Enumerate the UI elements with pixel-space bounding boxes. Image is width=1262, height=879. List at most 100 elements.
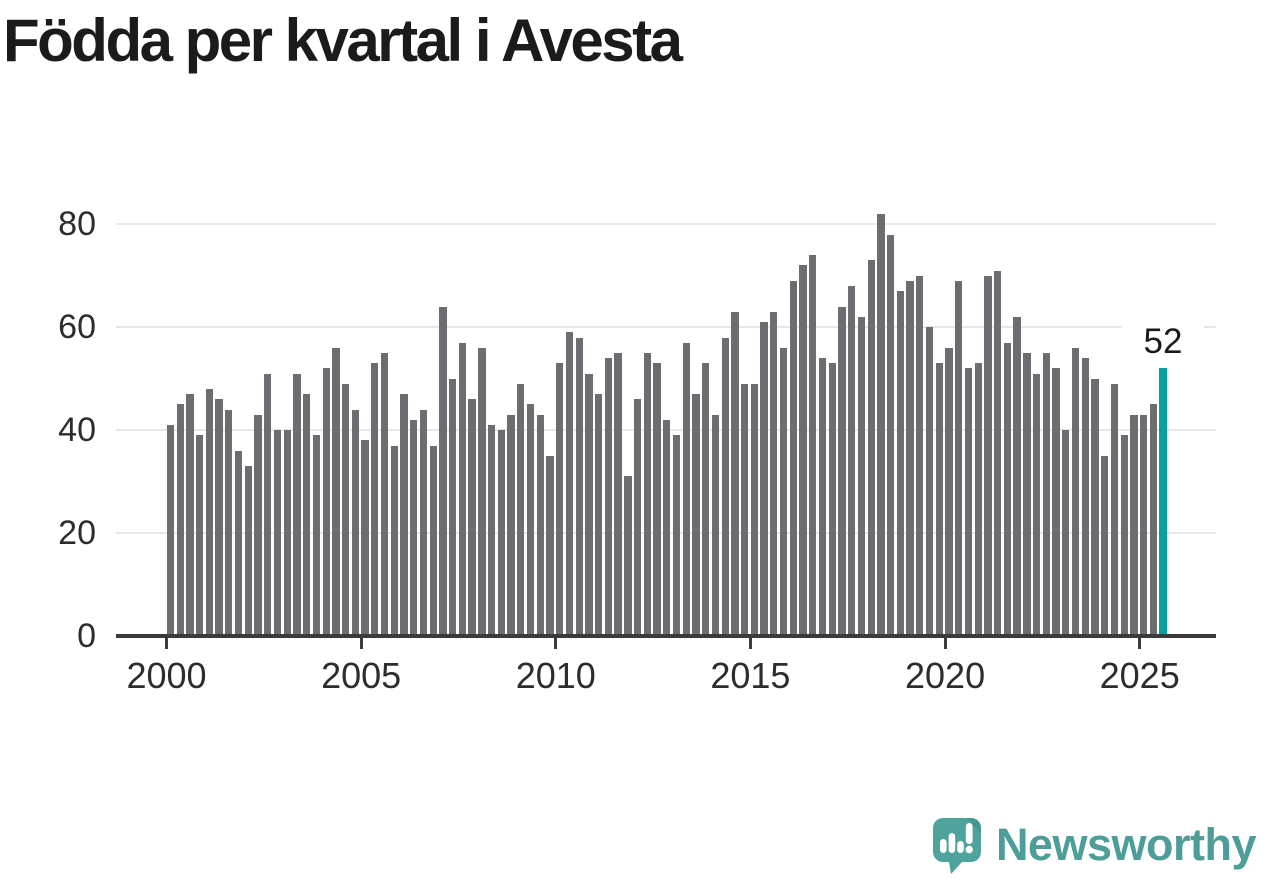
bar	[633, 399, 642, 636]
bar	[380, 352, 389, 636]
bar	[1091, 378, 1099, 636]
bar	[1149, 404, 1158, 636]
bar	[195, 435, 204, 636]
bar	[439, 306, 447, 636]
bar	[215, 399, 223, 636]
bar	[1062, 430, 1070, 636]
bar	[575, 337, 583, 636]
bar	[955, 280, 963, 636]
bar	[604, 358, 613, 636]
bar	[779, 347, 788, 636]
gridline-y-80	[116, 223, 1216, 226]
bar	[906, 280, 914, 636]
bar	[293, 373, 301, 636]
bar	[371, 363, 379, 636]
bar	[857, 316, 866, 636]
bar	[789, 280, 797, 636]
bar	[994, 270, 1002, 636]
x-axis-label-2000: 2000	[126, 655, 207, 696]
y-axis-label-40: 40	[58, 411, 96, 450]
bar	[731, 311, 739, 636]
bar	[585, 373, 593, 636]
bar	[877, 213, 885, 636]
bar	[312, 435, 321, 636]
bar	[497, 430, 505, 636]
bar	[614, 352, 622, 636]
bar	[935, 363, 943, 636]
bar	[702, 363, 710, 636]
bar	[225, 409, 233, 636]
bar	[1003, 342, 1012, 636]
bar	[1081, 358, 1089, 636]
bar	[964, 368, 973, 636]
x-axis-label-2015: 2015	[710, 655, 791, 696]
bar	[945, 347, 953, 636]
x-tick-2005	[359, 638, 363, 649]
bar	[721, 337, 729, 636]
bar	[828, 363, 836, 636]
bar	[332, 347, 340, 636]
bar	[643, 352, 651, 636]
bar	[682, 342, 690, 636]
bar	[809, 255, 817, 636]
brand-name: Newsworthy	[995, 818, 1257, 870]
bar	[565, 332, 574, 636]
newsworthy-logo-icon	[932, 818, 981, 874]
bar	[1140, 414, 1148, 636]
x-tick-2000	[165, 638, 168, 649]
bar	[1101, 455, 1109, 636]
bar	[536, 414, 544, 636]
bar	[410, 419, 418, 636]
bar	[1110, 383, 1119, 636]
bar	[974, 363, 982, 636]
bar	[507, 414, 515, 636]
bar	[234, 450, 243, 636]
y-axis-label-80: 80	[58, 205, 96, 244]
bar	[166, 424, 175, 636]
y-axis-label-60: 60	[58, 308, 96, 347]
x-axis-label-2020: 2020	[905, 655, 986, 696]
branding: Newsworthy	[926, 814, 1257, 875]
bar	[896, 291, 904, 636]
bar	[361, 440, 369, 636]
bar	[916, 275, 924, 636]
bar	[848, 286, 856, 636]
bar	[750, 383, 759, 636]
bar	[546, 455, 554, 636]
bar	[867, 260, 875, 636]
x-axis-line	[116, 634, 1216, 638]
bar	[653, 363, 661, 636]
x-tick-2010	[554, 638, 558, 649]
x-tick-2025	[1138, 638, 1142, 649]
bar	[711, 414, 720, 636]
bar	[517, 383, 525, 636]
x-axis-label-2005: 2005	[321, 655, 402, 696]
bar	[1120, 435, 1128, 636]
bar	[818, 358, 827, 636]
bar	[1023, 352, 1031, 636]
bar	[419, 409, 428, 636]
x-tick-2020	[943, 638, 947, 649]
bar	[322, 368, 330, 636]
bar	[984, 275, 992, 636]
bar	[487, 424, 496, 636]
bar	[283, 430, 291, 636]
bar	[595, 394, 603, 636]
bar	[1071, 347, 1080, 636]
x-axis-label-2025: 2025	[1099, 655, 1180, 696]
bar	[799, 265, 807, 636]
bar	[1032, 373, 1041, 636]
bar	[1042, 352, 1050, 636]
bar	[770, 311, 778, 636]
bar	[526, 404, 535, 636]
bar	[429, 445, 437, 636]
bar	[390, 445, 398, 636]
last-value-label: 52	[1122, 322, 1204, 362]
bar	[556, 363, 564, 636]
bar-highlighted-latest	[1159, 368, 1167, 636]
bar	[176, 404, 184, 636]
bar	[886, 234, 895, 636]
bar	[1013, 316, 1021, 636]
